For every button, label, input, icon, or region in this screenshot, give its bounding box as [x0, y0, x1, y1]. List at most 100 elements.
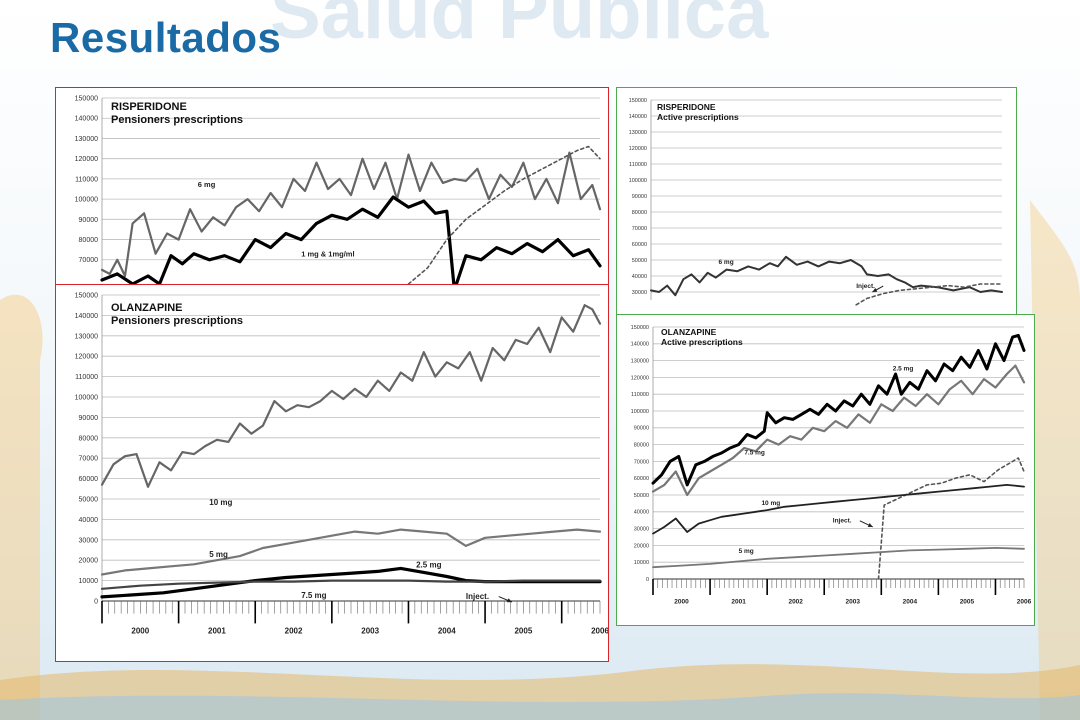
chart-subtitle: Pensioners prescriptions: [111, 315, 243, 327]
y-tick-label: 10000: [79, 578, 99, 585]
series-label: 5 mg: [209, 550, 228, 559]
y-tick-label: 90000: [634, 426, 649, 432]
watermark-text: Salud Pública: [270, 0, 769, 55]
series-line: [652, 547, 1025, 569]
chart-title: OLANZAPINE: [111, 302, 183, 314]
y-tick-label: 90000: [632, 194, 647, 200]
series-line: [100, 195, 602, 284]
chart-panel-olanzapine-pensioners: 0 10000 20000 30000 40000 50000 60000 70000 8000…: [55, 284, 609, 662]
y-tick-label: 70000: [79, 257, 99, 264]
chart-title: OLANZAPINE: [661, 327, 717, 337]
series-line: [100, 151, 602, 278]
series-label: 6 mg: [198, 180, 216, 189]
y-tick-label: 70000: [634, 459, 649, 465]
x-tick-label: 2000: [131, 626, 149, 635]
annotation-label: Inject.: [466, 592, 489, 601]
series-label: 2.5 mg: [416, 560, 441, 569]
y-tick-label: 50000: [634, 493, 649, 499]
y-tick-label: 130000: [631, 359, 649, 365]
y-tick-label: 60000: [634, 476, 649, 482]
y-tick-label: 150000: [629, 98, 647, 104]
y-tick-label: 110000: [75, 176, 98, 183]
y-tick-label: 70000: [632, 226, 647, 232]
series-line: [651, 333, 1026, 487]
series-line: [100, 528, 602, 576]
x-axis: 2000 2001 2002 2003 2004 2005 2006: [652, 578, 1032, 606]
y-tick-label: 150000: [75, 95, 98, 102]
chart-panel-risperidone-active: 30000 40000 50000 60000 70000 80000 90000 10000…: [616, 87, 1017, 315]
y-tick-label: 30000: [632, 290, 647, 296]
chart-panel-risperidone-pensioners: 70000 80000 90000 100000 110000 120000 130000 1…: [55, 87, 609, 285]
y-tick-label: 50000: [632, 258, 647, 264]
series-label: 7.5 mg: [744, 450, 765, 457]
series-line: [651, 364, 1026, 497]
y-tick-label: 110000: [75, 374, 98, 381]
y-tick-label: 140000: [629, 114, 647, 120]
y-tick-label: 140000: [75, 116, 98, 123]
x-tick-label: 2003: [361, 626, 379, 635]
y-tick-label: 150000: [631, 325, 649, 331]
y-tick-label: 140000: [75, 313, 98, 320]
x-tick-label: 2000: [674, 599, 689, 606]
y-tick-label: 10000: [634, 560, 649, 566]
chart-risperidone-pensioners: 70000 80000 90000 100000 110000 120000 130000 1…: [75, 95, 602, 284]
series-line: [100, 304, 602, 488]
series-label: 10 mg: [761, 500, 780, 507]
y-tick-label: 100000: [631, 409, 649, 415]
chart-risperidone-active: 30000 40000 50000 60000 70000 80000 90000 10000…: [629, 98, 1003, 306]
y-tick-label: 110000: [629, 162, 647, 168]
y-tick-label: 120000: [629, 146, 647, 152]
x-tick-label: 2005: [514, 626, 532, 635]
y-tick-label: 110000: [631, 392, 649, 398]
y-tick-label: 80000: [634, 443, 649, 449]
annotation-label: Inject.: [833, 518, 852, 525]
y-tick-label: 80000: [79, 237, 99, 244]
series-line: [100, 566, 602, 599]
y-tick-label: 50000: [79, 496, 99, 503]
x-tick-label: 2001: [208, 626, 226, 635]
series-line: [877, 457, 1025, 580]
series-label: 1 mg & 1mg/ml: [301, 250, 354, 259]
x-tick-label: 2005: [960, 599, 975, 606]
y-tick-label: 100000: [629, 178, 647, 184]
y-tick-label: 70000: [79, 456, 99, 463]
y-tick-label: 40000: [632, 274, 647, 280]
chart-olanzapine-pensioners: 0 10000 20000 30000 40000 50000 60000 70000 8000…: [75, 292, 609, 635]
series-line: [855, 283, 1003, 306]
series-line: [650, 255, 1003, 297]
series-line: [407, 145, 601, 284]
y-tick-label: 30000: [634, 527, 649, 533]
chart-title: RISPERIDONE: [111, 101, 187, 113]
y-tick-label: 90000: [79, 415, 99, 422]
chart-panel-olanzapine-active: 0 10000 20000 30000 40000 50000 60000 70000 8000…: [616, 314, 1035, 626]
y-tick-label: 90000: [79, 217, 99, 224]
y-tick-label: 20000: [634, 543, 649, 549]
y-tick-label: 80000: [79, 435, 99, 442]
series-label: 5 mg: [739, 548, 754, 555]
y-tick-label: 100000: [75, 394, 98, 401]
annotation-label: Inject.: [856, 283, 875, 290]
x-tick-label: 2003: [846, 599, 861, 606]
x-axis: 2000 2001 2002 2003 2004 2005 2006: [101, 600, 609, 635]
x-tick-label: 2006: [591, 626, 609, 635]
y-tick-label: 100000: [75, 197, 98, 204]
x-tick-label: 2004: [438, 626, 456, 635]
y-tick-label: 150000: [75, 292, 98, 299]
y-tick-label: 60000: [632, 242, 647, 248]
x-tick-label: 2002: [285, 626, 303, 635]
y-tick-label: 30000: [79, 537, 99, 544]
y-tick-label: 40000: [634, 510, 649, 516]
y-tick-label: 120000: [631, 375, 649, 381]
x-tick-label: 2001: [731, 599, 746, 606]
y-tick-label: 80000: [632, 210, 647, 216]
series-label: 6 mg: [719, 259, 734, 266]
y-tick-label: 140000: [631, 342, 649, 348]
series-line: [652, 484, 1025, 535]
y-tick-label: 60000: [79, 476, 99, 483]
y-tick-label: 130000: [629, 130, 647, 136]
y-tick-label: 130000: [75, 136, 98, 143]
y-tick-label: 130000: [75, 333, 98, 340]
annotation-arrowhead: [872, 287, 878, 292]
y-tick-label: 20000: [79, 558, 99, 565]
y-tick-label: 0: [94, 598, 98, 605]
